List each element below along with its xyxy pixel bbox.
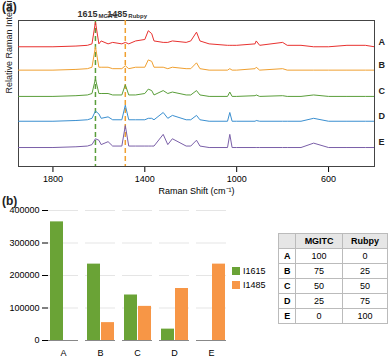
svg-text:100000: 100000 bbox=[9, 303, 39, 313]
svg-text:C: C bbox=[134, 348, 141, 358]
svg-text:B: B bbox=[97, 348, 103, 358]
svg-text:200000: 200000 bbox=[9, 270, 39, 280]
svg-text:Relative Raman Intensity: Relative Raman Intensity bbox=[4, 0, 14, 94]
svg-text:600: 600 bbox=[321, 174, 336, 184]
svg-text:E: E bbox=[208, 348, 214, 358]
svg-text:300000: 300000 bbox=[9, 238, 39, 248]
svg-text:1485: 1485 bbox=[107, 9, 127, 19]
svg-text:Raman Shift (cm⁻¹): Raman Shift (cm⁻¹) bbox=[158, 186, 234, 196]
svg-text:1800: 1800 bbox=[43, 174, 63, 184]
svg-text:A: A bbox=[379, 37, 386, 47]
svg-text:0: 0 bbox=[34, 335, 39, 345]
svg-text:1615: 1615 bbox=[77, 9, 97, 19]
svg-text:1400: 1400 bbox=[135, 174, 155, 184]
svg-text:D: D bbox=[379, 111, 386, 121]
svg-text:D: D bbox=[171, 348, 178, 358]
svg-text:Rubpy: Rubpy bbox=[128, 13, 147, 19]
svg-text:B: B bbox=[379, 60, 386, 70]
svg-text:C: C bbox=[379, 86, 386, 96]
svg-text:E: E bbox=[379, 137, 385, 147]
svg-text:A: A bbox=[60, 348, 66, 358]
svg-text:1000: 1000 bbox=[227, 174, 247, 184]
